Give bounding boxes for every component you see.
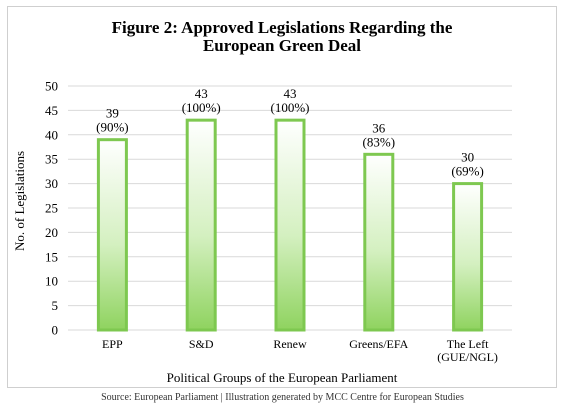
bar-chart: Figure 2: Approved Legislations Regardin… [12, 18, 512, 385]
x-tick-label: S&D [189, 337, 214, 351]
x-tick-label: EPP [102, 337, 123, 351]
y-axis-label: No. of Legislations [12, 151, 27, 251]
data-label: (90%) [96, 120, 129, 135]
y-tick-label: 0 [52, 323, 59, 338]
data-label: 39 [106, 106, 119, 121]
x-tick-label: (GUE/NGL) [437, 350, 498, 364]
y-tick-label: 40 [45, 127, 58, 142]
value-labels: 39(90%)43(100%)43(100%)36(83%)30(69%) [96, 86, 484, 178]
chart-title-line: Figure 2: Approved Legislations Regardin… [112, 18, 453, 37]
bar [185, 118, 217, 332]
x-tick-label: The Left [447, 337, 489, 351]
x-axis-ticks: EPP S&D Renew Greens/EFA The Left(GUE/NGL) [102, 337, 498, 364]
data-label: 30 [461, 150, 474, 165]
bar [274, 118, 306, 332]
data-label: (69%) [451, 164, 484, 179]
data-label: 43 [195, 86, 208, 101]
y-tick-label: 20 [45, 225, 58, 240]
data-label: 43 [284, 86, 297, 101]
data-label: (100%) [182, 100, 221, 115]
chart-title: Figure 2: Approved Legislations Regardin… [112, 18, 453, 55]
data-label: (100%) [271, 100, 310, 115]
chart-title-line: European Green Deal [203, 36, 361, 55]
x-axis-label: Political Groups of the European Parliam… [167, 370, 398, 385]
bar [452, 182, 484, 332]
source-note: Source: European Parliament | Illustrati… [101, 392, 464, 403]
y-tick-label: 45 [45, 103, 58, 118]
bar [363, 152, 395, 332]
data-label: (83%) [363, 134, 396, 149]
bar [96, 138, 128, 332]
x-tick-label: Renew [273, 337, 307, 351]
y-tick-label: 25 [45, 201, 58, 216]
y-axis-ticks: 0 5 10 15 20 25 30 35 40 45 50 [45, 79, 58, 338]
bars [96, 118, 484, 332]
y-tick-label: 30 [45, 176, 58, 191]
data-label: 36 [372, 120, 386, 135]
x-tick-label: Greens/EFA [349, 337, 408, 351]
y-tick-label: 50 [45, 79, 58, 94]
y-tick-label: 35 [45, 152, 58, 167]
y-tick-label: 15 [45, 249, 58, 264]
y-tick-label: 10 [45, 274, 58, 289]
y-tick-label: 5 [52, 298, 59, 313]
